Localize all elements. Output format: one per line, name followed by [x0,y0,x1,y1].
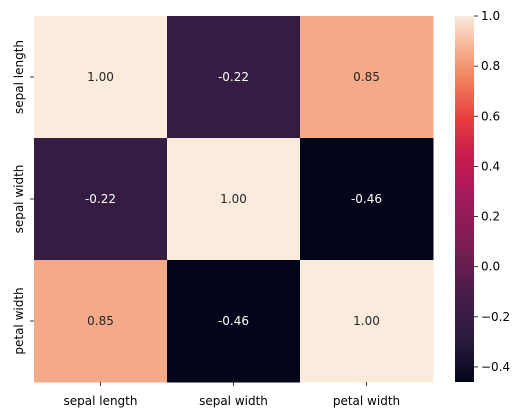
cell-label: 1.00 [353,314,380,328]
y-tick-label: petal width [12,287,26,354]
heatmap-cell [167,138,301,261]
x-tick-label: sepal length [63,394,137,408]
colorbar-gradient [455,16,474,382]
cell-label: 1.00 [87,70,114,84]
y-tick-label: sepal width [12,165,26,234]
heatmap-cell-labels: 1.00 -0.22 0.85 -0.22 1.00 -0.46 0.85 -0.46 1.00 [85,70,382,328]
colorbar-tick-label: 0.2 [481,210,500,224]
cell-label: -0.22 [85,192,116,206]
x-tick-label: petal width [333,394,400,408]
cell-label: 1.00 [220,192,247,206]
colorbar-tick-label: 1.0 [481,9,500,23]
colorbar-tick-label: −0.2 [481,310,510,324]
cell-label: -0.46 [351,192,382,206]
heatmap-cell [34,16,168,139]
colorbar-tick-label: −0.4 [481,360,510,374]
heatmap-cells [34,16,434,383]
cell-label: -0.46 [218,314,249,328]
heatmap-cell [34,260,168,383]
colorbar-tick-label: 0.4 [481,159,500,173]
x-tick-label: sepal width [199,394,268,408]
colorbar: 1.0 0.8 0.6 0.4 0.2 0.0 −0.2 −0.4 [455,9,510,382]
heatmap-cell [300,138,434,261]
colorbar-tick-label: 0.0 [481,260,500,274]
colorbar-tick-label: 0.8 [481,59,500,73]
colorbar-tick-label: 0.6 [481,109,500,123]
y-tick-label: sepal length [12,40,26,114]
heatmap-cell [300,260,434,383]
heatmap-cell [300,16,434,139]
heatmap-cell [34,138,168,261]
cell-label: 0.85 [87,314,114,328]
heatmap-cell [167,260,301,383]
cell-label: -0.22 [218,70,249,84]
cell-label: 0.85 [353,70,380,84]
y-axis: sepal length sepal width petal width [12,40,34,355]
heatmap-cell [167,16,301,139]
colorbar-ticks: 1.0 0.8 0.6 0.4 0.2 0.0 −0.2 −0.4 [474,9,510,374]
x-axis: sepal length sepal width petal width [63,382,400,408]
